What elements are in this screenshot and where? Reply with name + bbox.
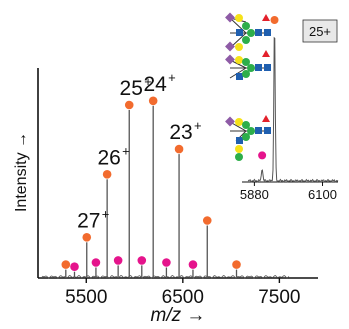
main-y-axis-label: Intensity →: [13, 132, 30, 212]
inset-marker-orange: [270, 16, 279, 24]
inset-spectrum-trace: [247, 36, 339, 183]
glycoform-marker-magenta: [137, 256, 147, 265]
inset-charge-label: 25+: [309, 24, 331, 39]
glycoform-marker-magenta: [91, 258, 101, 267]
main-x-tick-label: 7500: [258, 287, 300, 308]
glycoform-marker-orange: [148, 96, 158, 106]
main-x-tick-label: 5500: [65, 287, 107, 308]
charge-state-label: 23: [169, 121, 192, 144]
main-x-tick-label: 6500: [162, 287, 204, 308]
glycoform-marker-orange: [174, 144, 184, 154]
glycan-structure-2: [225, 50, 271, 80]
inset-charge-box: [302, 19, 338, 43]
glycoform-marker-orange: [102, 170, 112, 179]
glycoform-marker-orange: [202, 216, 212, 225]
glycoform-marker-orange: [61, 260, 71, 269]
charge-state-label: 24: [144, 73, 168, 96]
charge-state-superscript: +: [102, 206, 110, 221]
charge-state-superscript: +: [194, 118, 202, 133]
glycoform-marker-magenta: [70, 262, 79, 272]
charge-state-superscript: +: [144, 74, 152, 89]
main-x-axis-label: m/z →: [151, 305, 206, 326]
main-spectrum-baseline: [41, 275, 290, 279]
glycoform-marker-magenta: [113, 256, 123, 265]
charge-state-label: 27: [77, 209, 100, 232]
charge-state-superscript: +: [122, 143, 130, 158]
glycoform-marker-orange: [124, 100, 134, 110]
charge-state-label: 26: [97, 146, 120, 169]
inset-x-tick-label: 5880: [240, 187, 269, 202]
inset-x-tick-label: 6100: [308, 187, 337, 202]
glycoform-marker-orange: [232, 260, 241, 269]
charge-state-superscript: +: [168, 70, 176, 85]
glycoform-marker-orange: [82, 233, 92, 242]
glycoform-marker-magenta: [188, 260, 198, 269]
glycan-structure-3: [225, 115, 271, 161]
glycoform-marker-magenta: [162, 258, 171, 267]
inset-marker-magenta: [258, 151, 267, 160]
glycan-structure-1: [225, 12, 271, 52]
charge-state-label: 25: [120, 77, 143, 100]
